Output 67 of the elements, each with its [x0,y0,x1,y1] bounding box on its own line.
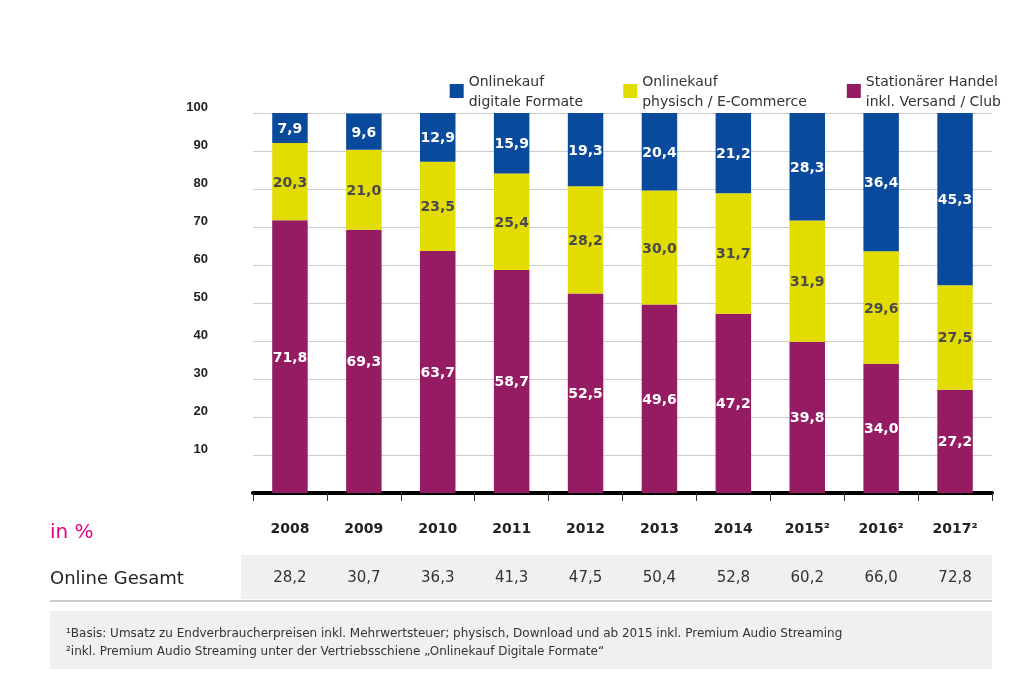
text: 28,2 [273,568,307,586]
data-label: 39,8 [789,409,825,426]
y-tick-label: 10 [193,441,208,456]
y-tick-label: 20 [193,403,208,418]
data-label: 12,9 [420,129,456,146]
data-label: 21,2 [716,145,751,162]
x-tick-label: 2013 [639,520,679,536]
text: Online Gesamt [50,566,184,588]
data-label: 25,4 [494,213,530,230]
text: 72,8 [938,568,972,586]
x-tick-label: 2017² [932,520,978,536]
y-tick-label: 30 [193,365,208,380]
data-label: 34,0 [863,420,899,437]
x-tick-label: 2012 [566,520,606,536]
y-axis-title: in % [50,519,94,543]
data-label: 71,8 [272,348,308,365]
data-label: 52,5 [568,385,603,402]
text: 41,3 [494,568,529,586]
text: 66,0 [864,568,898,586]
x-tick-label: 2015² [784,520,830,536]
data-label: 28,3 [789,158,825,175]
y-tick-label: 80 [193,175,208,190]
data-label: 9,6 [351,123,377,140]
y-tick-label: 40 [193,327,208,342]
legend-label: Onlinekauf physisch / E-Commerce [642,73,807,109]
data-label: 28,2 [568,231,603,248]
data-label: 69,3 [346,353,382,370]
data-label: 49,6 [642,390,677,407]
data-label: 47,2 [716,395,751,412]
data-label: 20,3 [272,173,308,190]
x-tick-label: 2009 [344,520,384,536]
data-label: 31,9 [789,273,825,290]
data-label: 7,9 [277,120,303,137]
data-label: 29,6 [863,299,899,316]
data-label: 45,3 [937,191,973,208]
text: 47,5 [568,568,603,586]
data-label: 19,3 [568,141,603,158]
data-label: 23,5 [420,198,456,215]
text: ¹Basis: Umsatz zu Endverbraucherpreisen inkl. Mehrwertsteuer; physisch, Download und ab 2015 inkl. Premium Audio Streaming [66,626,843,640]
data-label: 30,0 [642,239,677,256]
y-tick-label: 90 [193,137,208,152]
y-tick-label: 100 [186,99,208,114]
data-label: 27,2 [937,433,973,450]
y-tick-label: 60 [193,251,208,266]
legend-label: Onlinekauf digitale Formate [468,73,584,109]
x-tick-label: 2016² [858,520,904,536]
text: 60,2 [790,568,824,586]
x-tick-label: 2011 [492,520,532,536]
data-label: 36,4 [863,174,899,191]
legend-label: Stationärer Handel inkl. Versand / Club [865,73,1002,109]
y-tick-label: 50 [193,289,208,304]
text: 30,7 [347,568,381,586]
data-label: 27,5 [937,329,973,346]
text: 36,3 [421,568,455,586]
data-label: 15,9 [494,135,529,152]
data-label: 20,4 [642,143,677,160]
data-label: 58,7 [494,373,529,390]
data-label: 31,7 [716,245,751,262]
x-tick-label: 2010 [418,520,458,536]
text: 52,8 [716,568,751,586]
data-label: 21,0 [346,181,382,198]
data-label: 63,7 [420,363,456,380]
text: 50,4 [642,568,677,586]
text: ²inkl. Premium Audio Streaming unter der Vertriebsschiene „Onlinekauf Digitale Formate“ [66,644,605,658]
y-tick-label: 70 [193,213,208,228]
x-tick-label: 2008 [270,520,310,536]
x-tick-label: 2014 [713,520,754,536]
